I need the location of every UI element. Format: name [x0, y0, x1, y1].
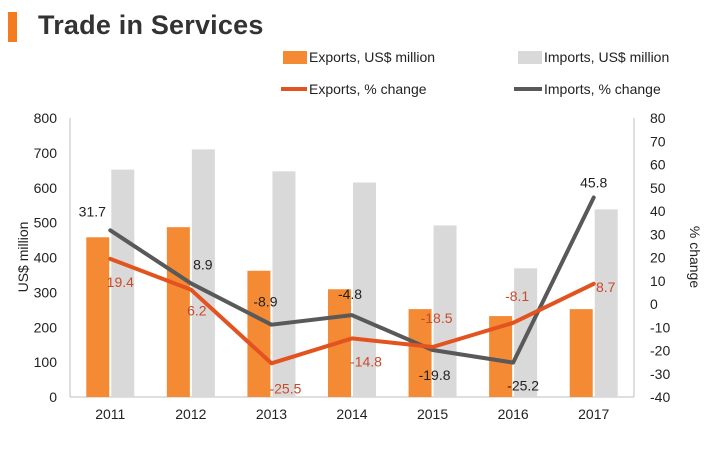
- imports-change-label: -25.2: [507, 378, 539, 394]
- exports-bar: [86, 237, 110, 397]
- imports-bar: [191, 149, 215, 397]
- y2-tick-label: 0: [650, 296, 658, 312]
- x-tick-label: 2013: [256, 406, 287, 422]
- x-tick-label: 2016: [498, 406, 529, 422]
- y-tick-label: 200: [34, 319, 58, 335]
- y2-tick-label: -20: [650, 343, 670, 359]
- y-tick-label: 800: [34, 110, 58, 126]
- page-title: Trade in Services: [38, 10, 264, 40]
- exports-change-label: 8.7: [596, 279, 616, 295]
- y2-tick-label: 80: [650, 110, 666, 126]
- axes-layer: [69, 118, 635, 398]
- x-tick-label: 2017: [578, 406, 609, 422]
- exports-change-label: -18.5: [421, 310, 453, 326]
- x-tick-label: 2011: [95, 406, 125, 422]
- y-tick-label: 300: [34, 284, 58, 300]
- imports-bar: [272, 171, 296, 397]
- exports-change-line: [108, 256, 596, 366]
- y2-tick-label: -40: [650, 389, 670, 405]
- legend-swatch-exports-bar: [283, 51, 307, 64]
- lines-layer: [108, 195, 596, 366]
- legend-swatch-imports-bar: [518, 51, 542, 64]
- y-tick-label: 700: [34, 145, 58, 161]
- y2-tick-label: 60: [650, 157, 666, 173]
- y2-tick-label: 30: [650, 226, 666, 242]
- title-accent-bar: [8, 12, 17, 42]
- x-tick-label: 2012: [175, 406, 206, 422]
- ticks-layer: 0 100 200 300 400 500 600 700 800 -40 -30 -20 -10 0 10…: [34, 110, 671, 422]
- y-tick-label: 100: [34, 354, 58, 370]
- legend-label-exports-bar: Exports, US$ million: [309, 49, 435, 65]
- imports-change-label: -8.9: [253, 294, 277, 310]
- bars-layer: [86, 149, 618, 397]
- imports-bar: [594, 209, 618, 397]
- y-tick-label: 500: [34, 215, 58, 231]
- y-tick-label: 400: [34, 250, 58, 266]
- y2-tick-label: 70: [650, 133, 666, 149]
- imports-change-label: 31.7: [79, 203, 106, 219]
- imports-change-label: 8.9: [193, 256, 213, 272]
- y-axis-label: US$ million: [15, 222, 31, 293]
- exports-change-label: -14.8: [350, 353, 382, 369]
- exports-change-label: 6.2: [187, 303, 207, 319]
- y2-tick-label: 20: [650, 250, 666, 266]
- x-tick-label: 2015: [417, 406, 448, 422]
- legend-label-exports-line: Exports, % change: [309, 81, 427, 97]
- y2-tick-label: 50: [650, 180, 666, 196]
- y2-tick-label: -10: [650, 319, 670, 335]
- imports-change-label: -4.8: [338, 286, 362, 302]
- y2-tick-label: 10: [650, 273, 666, 289]
- exports-bar: [408, 309, 432, 397]
- exports-change-label: -25.5: [269, 380, 301, 396]
- exports-change-label: -8.1: [505, 288, 529, 304]
- exports-bar: [489, 316, 513, 397]
- imports-bar: [111, 169, 135, 397]
- legend-label-imports-bar: Imports, US$ million: [544, 49, 669, 65]
- imports-change-label: 45.8: [580, 175, 607, 191]
- y2-tick-label: -30: [650, 366, 670, 382]
- exports-bar: [247, 270, 271, 397]
- legend-label-imports-line: Imports, % change: [544, 81, 661, 97]
- y2-tick-label: 40: [650, 203, 666, 219]
- data-labels-layer: 19.4 6.2 -25.5 -14.8 -18.5 -8.1 8.7 31.7 8.9 -8.9…: [79, 175, 616, 397]
- y-tick-label: 600: [34, 180, 58, 196]
- imports-change-label: -19.8: [419, 367, 451, 383]
- exports-bar: [569, 309, 593, 397]
- imports-change-line: [108, 195, 596, 365]
- legend: Exports, US$ million Imports, US$ millio…: [281, 49, 669, 97]
- y-tick-label: 0: [49, 389, 57, 405]
- y2-axis-label: % change: [687, 226, 703, 288]
- x-tick-label: 2014: [336, 406, 367, 422]
- imports-bar: [353, 182, 376, 397]
- exports-change-label: 19.4: [107, 274, 134, 290]
